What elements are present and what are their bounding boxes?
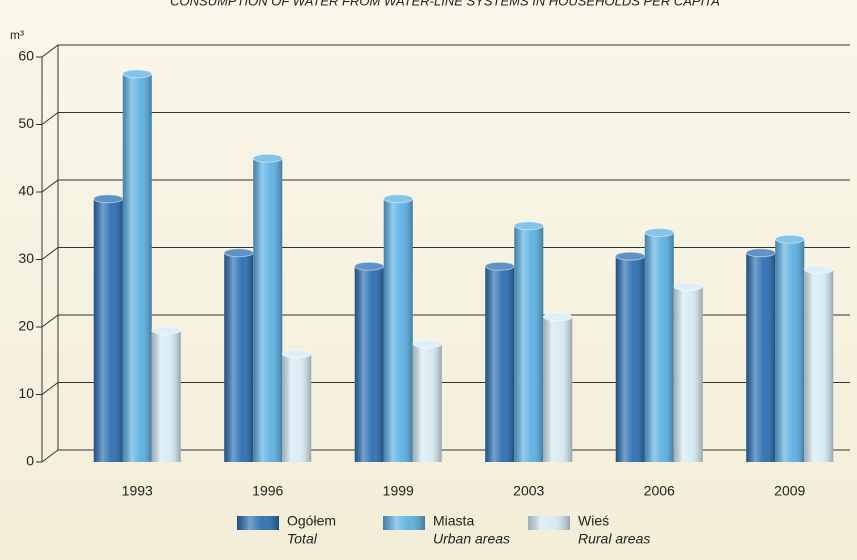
y-tick-label: 20 [18,318,34,334]
grid-line [41,179,850,193]
bar-top-shade [673,282,703,291]
bar-top [151,325,182,335]
bar-top [513,221,544,231]
legend-label: Wieś [578,513,609,529]
bar-top [252,153,283,163]
bar-top-shade [746,248,776,257]
x-tick-label: 1999 [383,483,414,499]
x-tick-label: 1993 [122,483,153,499]
x-tick-label: 2003 [513,483,544,499]
bar-top-shade [514,221,544,230]
bar-top-shade [253,154,283,163]
bar-top [281,349,312,359]
bar-top-shade [485,262,515,271]
x-tick-label: 2006 [644,483,675,499]
y-tick-label: 30 [18,250,34,266]
bar-top-shade [282,350,312,358]
bar-top [542,312,573,322]
legend-swatch-shade [237,516,279,530]
bar-shade [151,330,181,462]
bar-shade [746,252,776,462]
bar-shade [673,286,703,462]
bar-shade [804,269,834,462]
bar-top-shade [775,235,805,244]
bar-top-shade [615,252,645,261]
bar-top-shade [543,312,573,321]
bar-shade [485,266,515,462]
grid-line [41,314,850,328]
bar-top-shade [412,339,442,348]
bar-top-shade [122,69,152,78]
legend-label-en: Urban areas [433,531,510,547]
grid-line [41,449,850,463]
bar-shade [93,198,123,462]
bar-top [673,282,704,291]
bar-top-shade [93,194,123,203]
legend-label-en: Rural areas [578,531,650,547]
bar-shade [282,354,312,462]
bar-shade [122,73,152,462]
bar-shade [644,232,674,462]
bar-top [774,234,805,244]
bar-top [412,339,443,349]
bar-top-shade [224,248,254,257]
bar-shade [354,266,384,462]
bar-shade [775,239,805,462]
bar-top [644,228,675,237]
bar-shade [412,343,442,462]
bar-top-shade [644,228,674,237]
bar-shade [224,252,254,462]
y-tick-label: 10 [18,385,34,401]
y-axis-label: m³ [10,28,24,42]
bar-top-shade [804,265,834,274]
bar-top [383,194,414,204]
y-tick-label: 60 [18,48,34,64]
legend-swatch-shade [528,516,570,530]
y-tick-label: 40 [18,183,34,199]
bar-top-shade [383,194,413,203]
bar-top-shade [354,262,384,271]
grid-line [41,112,850,125]
bar-shade [543,316,573,462]
grid-line [41,382,850,395]
legend-swatch-shade [383,516,425,530]
bar-shade [383,198,413,462]
y-tick-label: 0 [26,453,34,469]
legend-label: Ogółem [287,513,336,529]
x-tick-label: 1996 [252,483,283,499]
chart-title: CONSUMPTION OF WATER FROM WATER-LINE SYS… [170,0,720,8]
legend-label-en: Total [287,531,318,547]
legend-label: Miasta [433,513,474,529]
bar-top-shade [151,326,181,335]
y-tick-label: 50 [18,115,34,131]
bar-top [803,265,834,275]
bar-shade [253,158,283,462]
bar-top [122,69,153,79]
grid-line [41,247,850,260]
x-tick-label: 2009 [774,483,805,499]
grid-line [41,44,850,58]
bar-shade [514,225,544,462]
bar-shade [615,256,645,462]
